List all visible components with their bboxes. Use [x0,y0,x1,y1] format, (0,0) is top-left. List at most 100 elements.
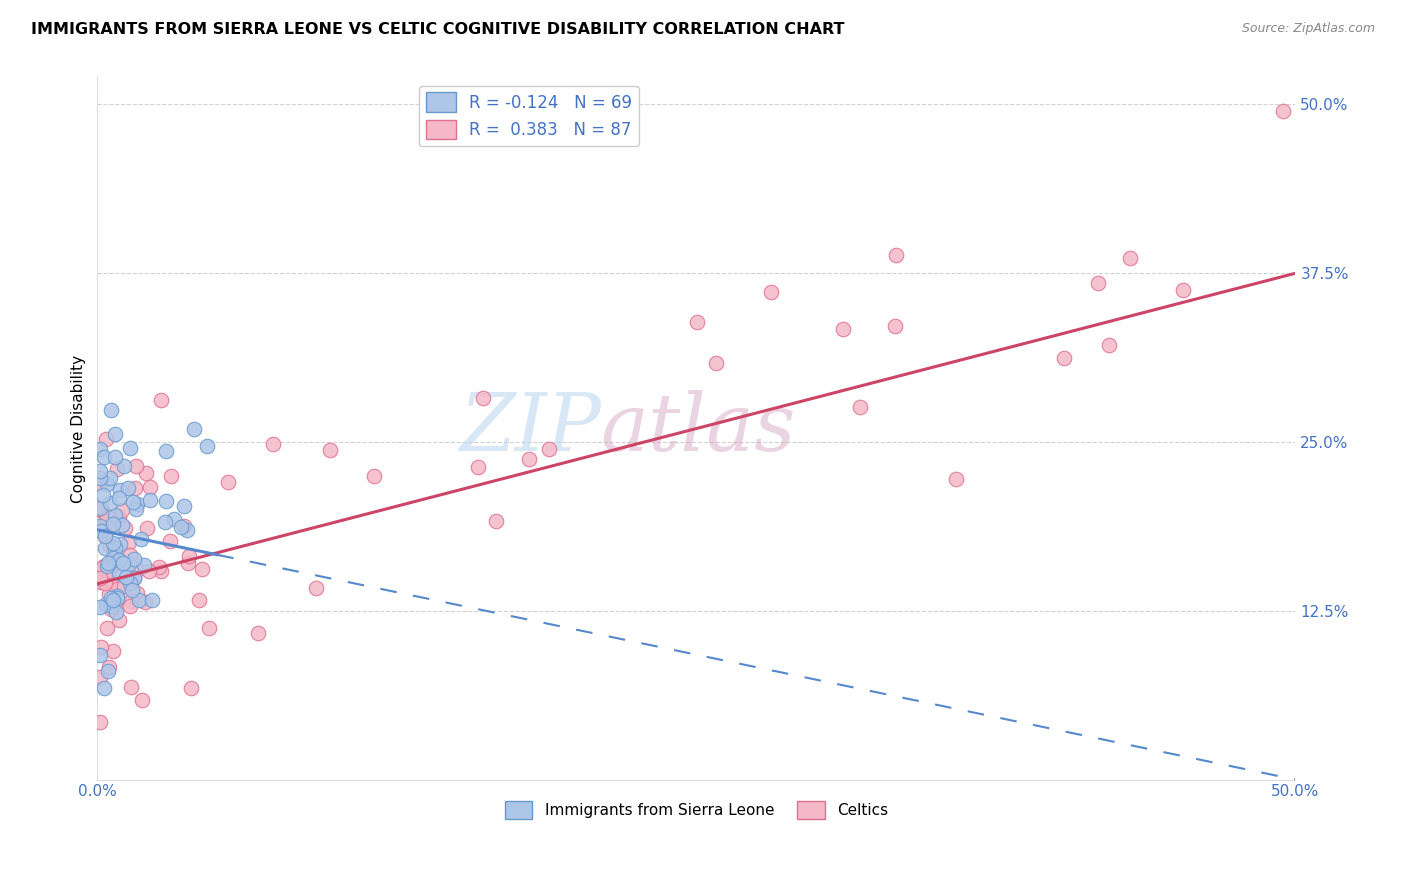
Point [135,466,157,480]
Point [1098,338,1121,352]
Point [183,422,205,436]
Point [163,512,186,526]
Point [93,450,115,464]
Point [100,591,122,605]
Point [537,442,560,456]
Point [96,558,118,573]
Point [176,523,198,537]
Point [108,536,131,550]
Point [105,462,128,476]
Point [100,602,122,616]
Point [98,564,121,578]
Point [100,402,122,417]
Point [122,571,145,585]
Point [121,583,143,598]
Point [155,493,177,508]
Point [93,681,115,696]
Point [217,475,239,489]
Point [98,539,121,553]
Point [89,575,111,590]
Text: atlas: atlas [600,390,796,467]
Point [112,556,135,570]
Point [363,468,385,483]
Point [89,519,111,533]
Point [101,575,124,590]
Point [173,499,195,513]
Point [96,597,118,611]
Point [97,556,120,570]
Legend: Immigrants from Sierra Leone, Celtics: Immigrants from Sierra Leone, Celtics [499,795,894,824]
Point [104,598,127,612]
Point [100,470,122,484]
Point [139,480,162,494]
Point [120,593,142,607]
Point [115,570,138,584]
Point [89,599,111,614]
Point [704,356,727,370]
Point [884,248,907,262]
Point [104,450,127,464]
Point [118,534,141,549]
Point [155,515,177,529]
Point [89,648,111,663]
Point [96,621,118,635]
Point [118,548,141,562]
Point [96,477,118,491]
Point [191,562,214,576]
Point [89,715,111,730]
Point [1119,251,1142,265]
Point [89,471,111,485]
Point [107,553,129,567]
Point [138,493,160,508]
Point [467,459,489,474]
Point [134,558,156,572]
Point [1053,351,1076,365]
Point [180,681,202,695]
Point [120,441,142,455]
Point [128,592,150,607]
Point [305,581,328,595]
Point [108,510,131,524]
Point [117,481,139,495]
Point [112,458,135,473]
Point [759,285,782,300]
Point [127,497,149,511]
Point [125,501,148,516]
Point [122,552,145,566]
Point [247,625,270,640]
Point [90,640,112,654]
Y-axis label: Cognitive Disability: Cognitive Disability [72,354,86,502]
Point [141,593,163,607]
Point [195,439,218,453]
Point [118,575,141,590]
Point [170,520,193,534]
Point [471,391,494,405]
Point [98,587,121,601]
Point [110,483,132,497]
Point [101,515,124,529]
Point [517,452,540,467]
Point [103,546,125,560]
Point [159,533,181,548]
Point [149,564,172,578]
Point [124,571,146,585]
Text: Source: ZipAtlas.com: Source: ZipAtlas.com [1241,22,1375,36]
Point [94,529,117,543]
Point [101,535,124,549]
Point [945,472,967,486]
Point [93,517,115,532]
Point [94,541,117,555]
Point [101,517,124,532]
Point [173,518,195,533]
Point [97,660,120,674]
Point [104,426,127,441]
Point [686,316,709,330]
Point [198,622,221,636]
Point [97,664,120,678]
Point [127,563,149,577]
Point [832,322,855,336]
Point [103,544,125,558]
Point [91,503,114,517]
Point [122,495,145,509]
Point [103,643,125,657]
